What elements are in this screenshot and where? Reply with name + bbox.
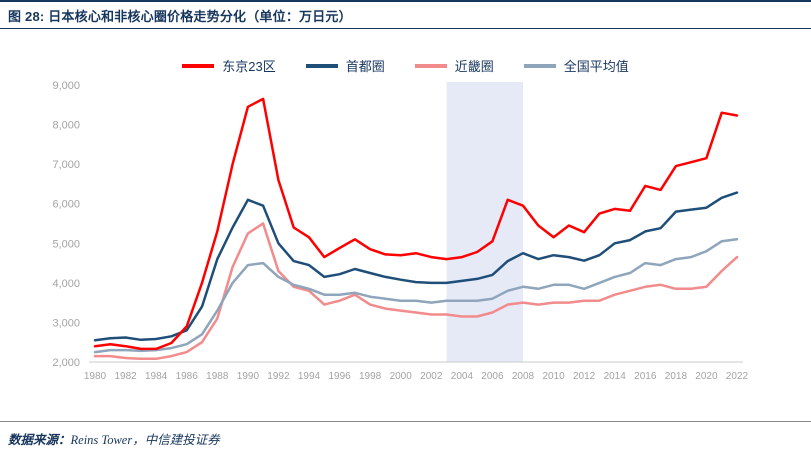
legend-marker-tokyo23: [182, 63, 215, 68]
chart-legend: 东京23区 首都圈 近畿圈 全国平均值: [0, 56, 811, 75]
x-tick-label: 1982: [114, 371, 137, 382]
legend-item-shutoken: 首都圈: [305, 56, 385, 75]
x-tick-label: 2004: [451, 371, 474, 382]
legend-marker-national: [523, 63, 556, 68]
x-tick-label: 1986: [176, 371, 199, 382]
legend-item-tokyo23: 东京23区: [182, 56, 276, 75]
x-tick-label: 2010: [542, 371, 565, 382]
x-tick-label: 1998: [359, 371, 382, 382]
source-label: 数据来源：: [8, 433, 71, 447]
y-tick-label: 2,000: [52, 357, 80, 369]
figure-header: 图 28: 日本核心和非核心圈价格走势分化（单位：万日元）: [0, 0, 811, 29]
x-tick-label: 1996: [328, 371, 351, 382]
y-tick-label: 7,000: [52, 159, 80, 171]
x-tick-label: 1994: [298, 371, 321, 382]
legend-label: 近畿圈: [454, 59, 494, 74]
y-tick-label: 9,000: [52, 80, 80, 92]
x-tick-label: 1992: [267, 371, 290, 382]
x-tick-label: 1990: [237, 371, 260, 382]
source-text: Reins Tower，中信建投证券: [70, 433, 220, 447]
y-tick-label: 3,000: [52, 317, 80, 329]
legend-label: 首都圈: [345, 59, 385, 74]
legend-label: 全国平均值: [563, 59, 629, 74]
x-tick-label: 2014: [604, 371, 627, 382]
line-chart: 2,000 3,000 4,000 5,000 6,000 7,000 8,000 9,000…: [52, 80, 749, 382]
x-tick-label: 2018: [665, 371, 688, 382]
figure-title: 图 28: 日本核心和非核心圈价格走势分化（单位：万日元）: [8, 8, 352, 24]
series-line-tokyo23: [93, 97, 739, 351]
x-tick-label: 2002: [420, 371, 443, 382]
y-tick-label: 8,000: [52, 120, 80, 132]
x-tick-label: 1988: [206, 371, 229, 382]
highlight-band: [446, 82, 523, 362]
series-line-shutoken: [93, 191, 739, 342]
figure-footer: 数据来源：Reins Tower，中信建投证券: [0, 421, 811, 452]
legend-item-national: 全国平均值: [523, 56, 629, 75]
x-tick-label: 2006: [481, 371, 504, 382]
x-tick-label: 2000: [390, 371, 413, 382]
y-tick-label: 5,000: [52, 238, 80, 250]
x-tick-label: 2016: [634, 371, 657, 382]
x-tick-label: 2008: [512, 371, 535, 382]
series-line-kinki: [93, 222, 739, 361]
y-tick-label: 4,000: [52, 278, 80, 290]
x-tick-label: 1984: [145, 371, 168, 382]
x-tick-label: 2022: [726, 371, 749, 382]
legend-item-kinki: 近畿圈: [414, 56, 494, 75]
legend-marker-shutoken: [305, 63, 338, 68]
legend-label: 东京23区: [222, 59, 276, 74]
series-line-national: [93, 238, 739, 354]
y-tick-label: 6,000: [52, 199, 80, 211]
x-tick-label: 2020: [695, 371, 718, 382]
x-tick-label: 1980: [84, 371, 107, 382]
legend-marker-kinki: [414, 63, 447, 68]
x-tick-label: 2012: [573, 371, 596, 382]
